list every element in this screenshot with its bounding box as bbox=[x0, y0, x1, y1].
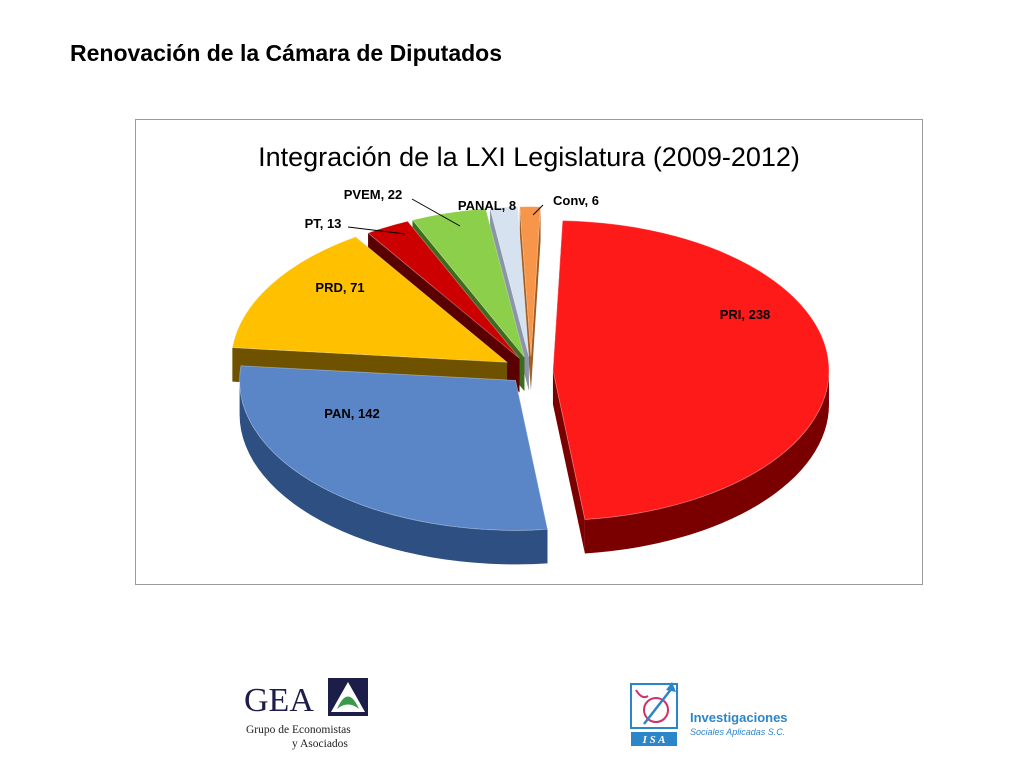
gea-logo: GEA Grupo de Economistas y Asociados bbox=[244, 676, 384, 756]
isa-emblem-icon: I S A bbox=[630, 682, 678, 746]
pie-slice-top bbox=[367, 220, 520, 359]
pie-slice-pan bbox=[239, 365, 548, 565]
pie-slice-top bbox=[239, 365, 548, 531]
pie-slice-rim bbox=[239, 380, 548, 565]
slide-title: Renovación de la Cámara de Diputados bbox=[70, 40, 503, 66]
pie-slice-conv bbox=[519, 206, 541, 391]
isa-subtitle: Sociales Aplicadas S.C. bbox=[690, 727, 786, 737]
gea-subtitle-line1: Grupo de Economistas bbox=[246, 724, 351, 736]
pie-slice-rim bbox=[584, 370, 829, 554]
isa-logo: I S A Investigaciones Sociales Aplicadas… bbox=[628, 676, 828, 756]
data-label-prd: PRD, 71 bbox=[315, 280, 364, 295]
pie-slice-wall bbox=[552, 370, 585, 554]
isa-name: Investigaciones bbox=[690, 710, 788, 725]
data-label-conv: Conv, 6 bbox=[553, 193, 599, 208]
pie-chart: Integración de la LXI Legislatura (2009-… bbox=[231, 142, 830, 565]
svg-text:I S A: I S A bbox=[642, 734, 666, 746]
data-label-pri: PRI, 238 bbox=[720, 307, 771, 322]
data-label-pvem: PVEM, 22 bbox=[344, 187, 403, 202]
chart-title: Integración de la LXI Legislatura (2009-… bbox=[258, 142, 800, 172]
pie-slice-pri bbox=[552, 220, 830, 554]
gea-subtitle-line2: y Asociados bbox=[292, 738, 348, 750]
leader-line-pvem bbox=[411, 198, 461, 227]
pie-slice-wall bbox=[519, 206, 531, 391]
pie-slice-top bbox=[552, 220, 830, 520]
pie-slice-top bbox=[231, 236, 509, 363]
pie-slice-top bbox=[519, 206, 541, 357]
gea-emblem-icon bbox=[328, 678, 368, 716]
pie-slice-top bbox=[411, 208, 525, 358]
data-label-pt: PT, 13 bbox=[305, 216, 342, 231]
data-label-pan: PAN, 142 bbox=[324, 406, 379, 421]
leader-line-pt bbox=[347, 226, 406, 235]
pie-slice-wall bbox=[530, 206, 541, 391]
pie-slices bbox=[231, 206, 830, 565]
gea-logo-text: GEA bbox=[244, 682, 314, 719]
data-label-panal: PANAL, 8 bbox=[458, 198, 516, 213]
leader-line-conv bbox=[532, 204, 544, 216]
pie-slice-top bbox=[489, 206, 530, 357]
